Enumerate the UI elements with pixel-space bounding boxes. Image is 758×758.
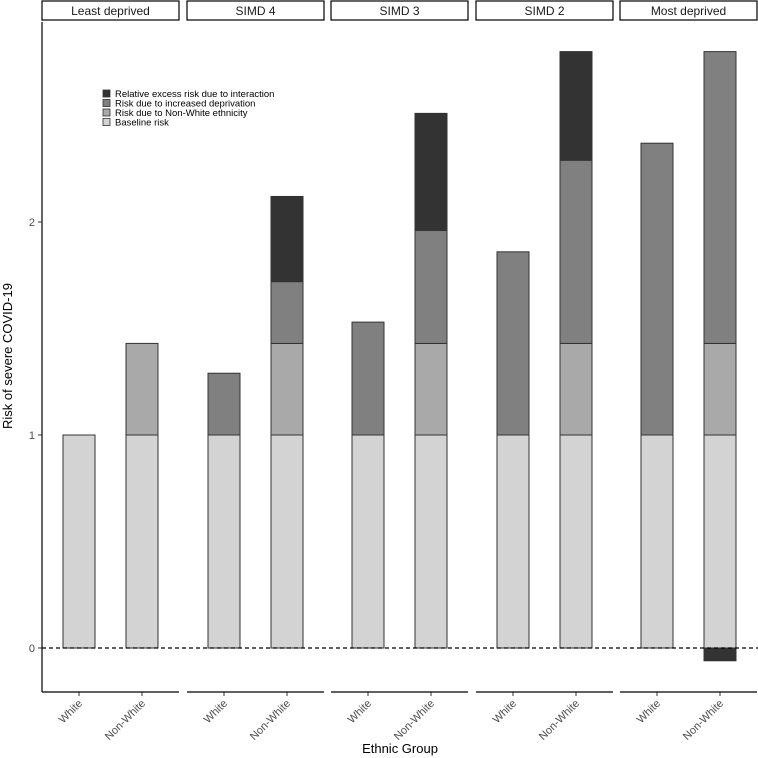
facet-label-simd-4: SIMD 4 xyxy=(235,4,275,18)
bar-most-deprived-non-white-risk-due-to-increased-deprivation xyxy=(703,51,737,344)
bar-simd-2-non-white-baseline-risk xyxy=(559,434,593,649)
x-tick-label-simd-3-non-white: Non-White xyxy=(392,698,437,743)
bar-most-deprived-non-white-baseline-risk xyxy=(703,434,737,649)
legend-label-risk-due-to-increased-deprivation: Risk due to increased deprivation xyxy=(115,99,255,110)
x-axis-title: Ethnic Group xyxy=(362,741,438,756)
x-tick-label-most-deprived-non-white: Non-White xyxy=(681,698,726,743)
x-tick-label-simd-4-non-white: Non-White xyxy=(248,698,293,743)
legend-key-risk-due-to-increased-deprivation xyxy=(102,99,111,107)
facet-strip-least-deprived xyxy=(41,0,180,21)
bar-simd-4-white-risk-due-to-increased-deprivation xyxy=(207,372,241,436)
facet-label-most-deprived: Most deprived xyxy=(651,4,726,18)
legend-key-relative-excess-risk-due-to-interaction xyxy=(102,89,111,98)
bar-simd-3-non-white-risk-due-to-increased-deprivation xyxy=(414,230,448,344)
y-tick-label-1: 1 xyxy=(29,430,35,442)
facet-label-simd-2: SIMD 2 xyxy=(524,4,564,18)
bar-simd-2-non-white-risk-due-to-non-white-ethnicity xyxy=(559,342,593,436)
bar-simd-3-non-white-risk-due-to-non-white-ethnicity xyxy=(414,342,448,436)
bar-simd-2-white-baseline-risk xyxy=(496,434,530,649)
bar-least-deprived-white-baseline-risk xyxy=(62,434,96,649)
bar-most-deprived-non-white-relative-excess-risk-due-to-interaction xyxy=(703,647,737,662)
y-tick-label-2: 2 xyxy=(29,217,35,229)
legend-key-risk-due-to-non-white-ethnicity xyxy=(102,108,111,117)
bar-simd-4-white-baseline-risk xyxy=(207,434,241,649)
bar-least-deprived-non-white-baseline-risk xyxy=(125,434,159,649)
facet-strip-simd-3 xyxy=(330,0,469,21)
bar-simd-2-non-white-risk-due-to-increased-deprivation xyxy=(559,159,593,344)
x-tick-label-most-deprived-white: White xyxy=(635,698,663,726)
facet-strip-simd-4 xyxy=(186,0,325,21)
bar-most-deprived-white-risk-due-to-increased-deprivation xyxy=(640,142,674,436)
x-tick-label-simd-3-white: White xyxy=(346,698,374,726)
bar-simd-2-white-risk-due-to-increased-deprivation xyxy=(496,251,530,436)
bar-simd-2-non-white-relative-excess-risk-due-to-interaction xyxy=(559,51,593,161)
legend-key-baseline-risk xyxy=(102,118,111,126)
bar-most-deprived-non-white-risk-due-to-non-white-ethnicity xyxy=(703,342,737,436)
facet-label-simd-3: SIMD 3 xyxy=(379,4,419,18)
bar-simd-4-non-white-baseline-risk xyxy=(270,434,304,649)
y-tick-label-0: 0 xyxy=(29,643,35,655)
x-tick-label-simd-2-non-white: Non-White xyxy=(537,698,582,743)
bar-most-deprived-white-baseline-risk xyxy=(640,434,674,649)
x-tick-label-least-deprived-white: White xyxy=(57,698,85,726)
facet-strip-simd-2 xyxy=(475,0,614,21)
facet-label-least-deprived: Least deprived xyxy=(71,4,150,18)
bar-simd-3-non-white-relative-excess-risk-due-to-interaction xyxy=(414,112,448,232)
legend-label-baseline-risk: Baseline risk xyxy=(115,118,169,129)
facet-strip-most-deprived xyxy=(619,0,758,21)
bar-simd-4-non-white-risk-due-to-increased-deprivation xyxy=(270,281,304,344)
y-axis-title: Risk of severe COVID-19 xyxy=(0,283,15,429)
bar-simd-3-white-baseline-risk xyxy=(351,434,385,649)
bar-simd-3-non-white-baseline-risk xyxy=(414,434,448,649)
legend-label-risk-due-to-non-white-ethnicity: Risk due to Non-White ethnicity xyxy=(115,108,248,119)
x-tick-label-simd-2-white: White xyxy=(491,698,519,726)
legend-label-relative-excess-risk-due-to-interaction: Relative excess risk due to interaction xyxy=(115,89,274,100)
bar-simd-4-non-white-risk-due-to-non-white-ethnicity xyxy=(270,342,304,436)
bar-least-deprived-non-white-risk-due-to-non-white-ethnicity xyxy=(125,342,159,436)
bar-simd-3-white-risk-due-to-increased-deprivation xyxy=(351,321,385,436)
bar-simd-4-non-white-relative-excess-risk-due-to-interaction xyxy=(270,195,304,283)
x-tick-label-least-deprived-non-white: Non-White xyxy=(103,698,148,743)
x-tick-label-simd-4-white: White xyxy=(202,698,230,726)
